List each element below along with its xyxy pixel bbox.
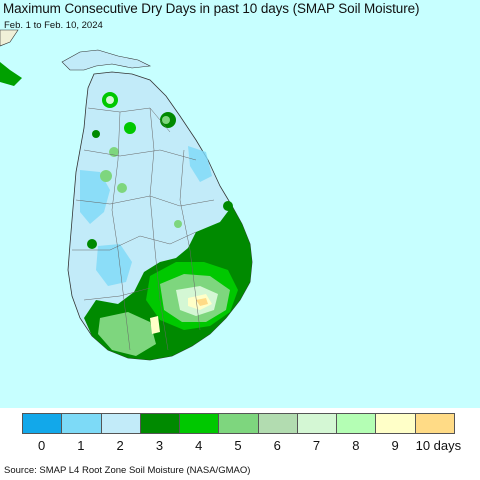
blob-10 [223,201,233,211]
legend-swatch-1 [61,413,102,434]
legend-label-10: 10 days [415,438,462,453]
district-boundaries [72,107,215,351]
blob-1-core [106,96,114,104]
sri-lanka-map [0,29,253,361]
legend-swatch-7 [296,413,338,434]
india-landmass [0,29,19,47]
legend-swatch-10 [414,413,455,434]
map-title: Maximum Consecutive Dry Days in past 10 … [3,1,420,16]
orange-core [196,298,208,306]
blob-5 [100,170,112,182]
map [0,0,480,408]
legend-label-0: 0 [38,438,46,453]
legend-label-8: 8 [352,438,360,453]
india-coast-green [0,62,22,86]
blob-2 [124,122,136,134]
legend-label-7: 7 [312,438,321,453]
legend-swatch-5 [218,413,259,434]
legend-label-3: 3 [155,438,164,453]
legend-swatch-9 [375,413,416,434]
legend-swatch-3 [139,413,181,434]
blob-6 [117,183,127,193]
blue-patch-east [188,146,212,182]
legend-label-5: 5 [234,438,242,453]
legend-swatch-4 [179,413,220,434]
blue-patch-west [80,170,110,224]
legend-label-2: 2 [116,438,124,453]
legend-swatch-0 [22,413,63,434]
blob-8 [87,239,97,249]
legend-swatch-6 [257,413,298,434]
blob-3-core [162,116,170,124]
blob-9 [174,220,182,228]
blue-patch-south [96,244,132,286]
legend-label-9: 9 [391,438,399,453]
legend-swatch-2 [100,413,141,434]
green-zone-southwest [98,312,156,356]
legend-colorbar [22,413,455,434]
legend-label-1: 1 [77,438,85,453]
map-subtitle: Feb. 1 to Feb. 10, 2024 [4,20,103,31]
legend-label-4: 4 [195,438,203,453]
source-note: Source: SMAP L4 Root Zone Soil Moisture … [4,465,251,476]
yellow-strip [150,316,160,334]
legend-swatch-8 [336,413,377,434]
blob-7 [92,130,100,138]
jaffna-peninsula [61,49,152,71]
legend-label-6: 6 [273,438,281,453]
